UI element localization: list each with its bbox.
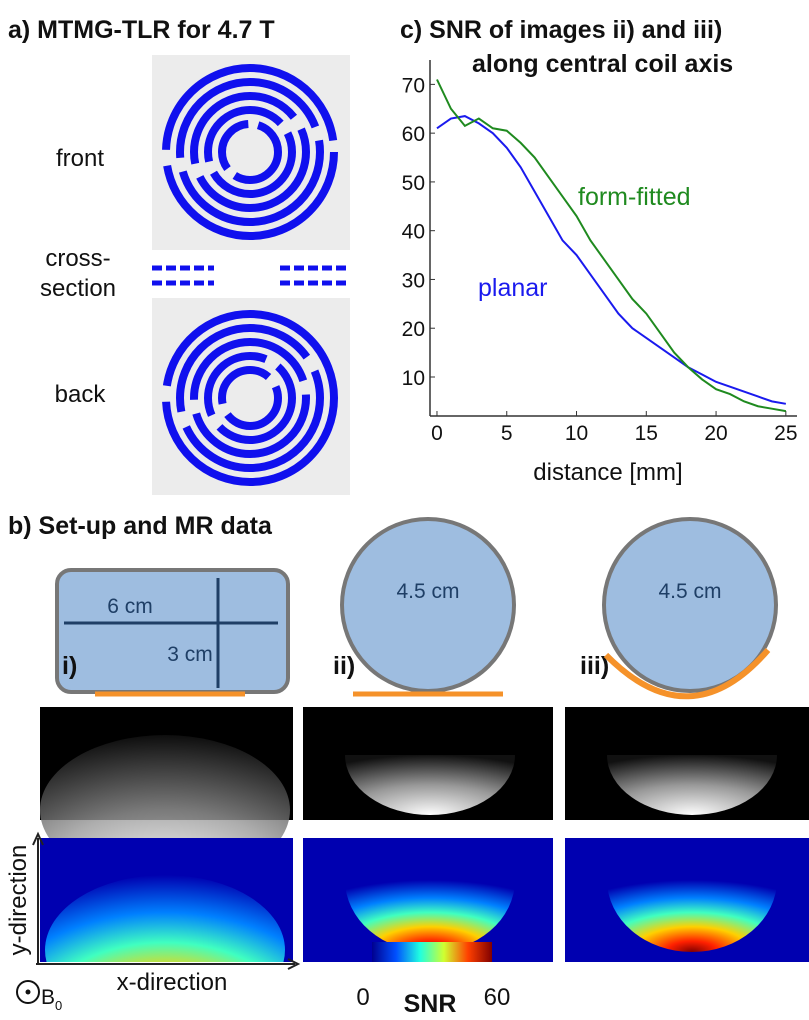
colorbar	[372, 942, 492, 962]
x-tick-label: 25	[774, 422, 797, 445]
phantom	[340, 517, 516, 693]
y-tick-label: 10	[402, 367, 425, 390]
y-tick-label: 20	[402, 318, 425, 341]
y-tick-label: 30	[402, 269, 425, 292]
setup-label: ii)	[333, 652, 355, 680]
snr-signal	[345, 880, 515, 952]
series-label: planar	[478, 274, 548, 302]
coil-front	[162, 64, 338, 240]
field-symbol	[16, 980, 40, 1004]
snr-signal	[45, 875, 285, 962]
y-tick-label: 60	[402, 123, 425, 146]
setup-label: i)	[62, 652, 77, 680]
panel-b: b) Set-up and MR data 6 cm 3 cm i) 4.5 c…	[5, 512, 809, 1018]
x-tick-label: 10	[565, 422, 588, 445]
dimension: 3 cm	[167, 643, 213, 666]
cross-section	[152, 265, 348, 286]
phantom	[55, 568, 290, 694]
line	[436, 115, 787, 405]
dimension: 4.5 cm	[396, 580, 459, 603]
coil	[603, 648, 771, 700]
coil-back	[162, 310, 338, 486]
panel-a: a) MTMG-TLR for 4.7 T front cross- secti…	[8, 16, 350, 495]
mr-signal	[607, 755, 777, 815]
x-tick-label: 5	[501, 422, 513, 445]
field-subscript: 0	[55, 998, 62, 1013]
axis-label: x-direction	[117, 969, 228, 996]
setup-label: iii)	[580, 652, 609, 680]
field-symbol	[25, 989, 31, 995]
label: back	[55, 381, 107, 408]
y-tick-label: 70	[402, 74, 425, 97]
x-tick-label: 20	[704, 422, 727, 445]
label: section	[40, 275, 116, 302]
label: front	[56, 145, 104, 172]
axis-label: y-direction	[5, 845, 32, 956]
series-label: form-fitted	[578, 183, 691, 211]
mr-signal	[345, 755, 515, 815]
dimension: 4.5 cm	[658, 580, 721, 603]
panel-c: c) SNR of images ii) and iii) along cent…	[400, 16, 798, 486]
label: cross-	[45, 245, 110, 272]
x-tick-label: 15	[635, 422, 658, 445]
phantom	[602, 517, 778, 693]
chart-title: c) SNR of images ii) and iii)	[400, 16, 722, 44]
colorbar-min: 0	[356, 984, 369, 1011]
colorbar-label: SNR	[404, 990, 457, 1015]
chart-subtitle: along central coil axis	[472, 50, 733, 78]
panel-title: b) Set-up and MR data	[8, 512, 273, 540]
panel-title: a) MTMG-TLR for 4.7 T	[8, 16, 275, 44]
field-label: B	[41, 986, 55, 1009]
y-tick-label: 40	[402, 221, 425, 244]
x-label: distance [mm]	[533, 459, 682, 486]
line	[436, 79, 787, 413]
y-tick-label: 50	[402, 172, 425, 195]
x-tick-label: 0	[431, 422, 443, 445]
dimension: 6 cm	[107, 595, 153, 618]
axes	[32, 831, 301, 970]
colorbar-max: 60	[484, 984, 511, 1011]
snr-signal	[607, 880, 777, 952]
